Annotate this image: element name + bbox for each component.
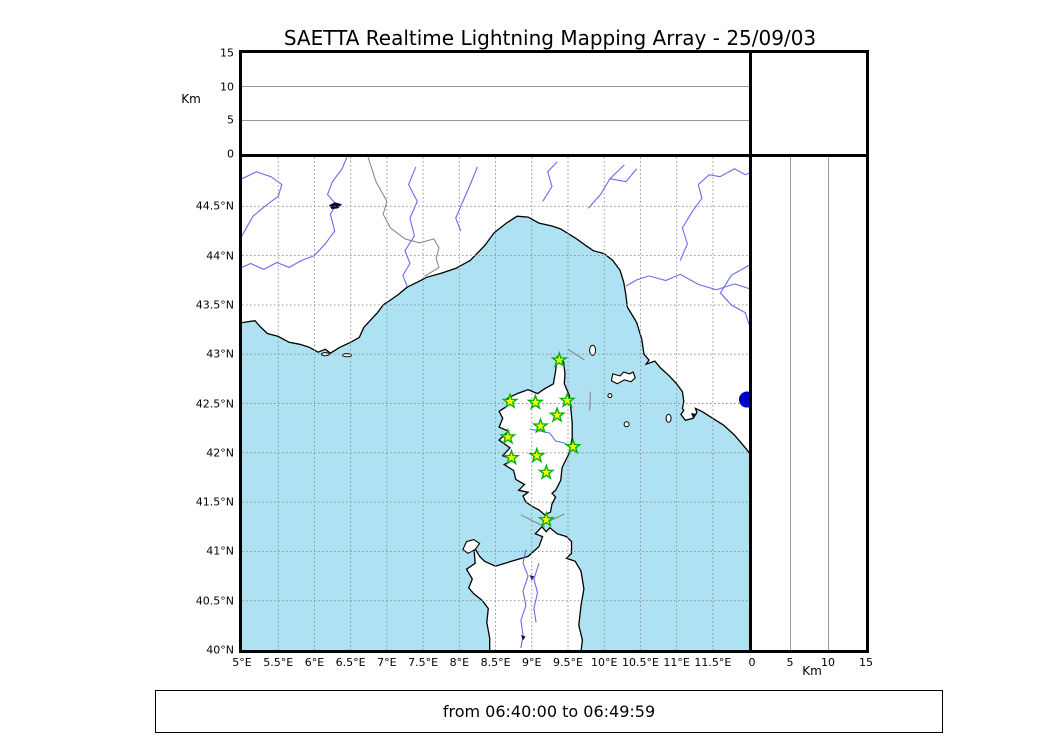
lma-station-marker [502, 448, 521, 466]
map-canvas [242, 157, 752, 650]
giglio-island [665, 413, 672, 423]
time-range-text: from 06:40:00 to 06:49:59 [442, 702, 656, 721]
lat-tick-label: 40°N [206, 643, 234, 657]
asinara-island [462, 539, 481, 555]
rivers [242, 157, 752, 649]
lma-station-marker [501, 392, 519, 409]
graticule-grid [242, 157, 752, 650]
map-panel [239, 154, 755, 653]
lat-tick-label: 41.5°N [195, 495, 234, 509]
lma-station-marker [558, 391, 576, 408]
lat-tick-label: 40.5°N [195, 594, 234, 608]
km-tick-label: 0 [748, 656, 756, 669]
km-gridline-5 [790, 157, 791, 650]
lon-tick-label: 9.5°E [553, 656, 583, 669]
lma-station-marker [537, 510, 555, 528]
hyeres-island-2 [342, 353, 352, 358]
lma-station-marker [526, 393, 545, 410]
lat-tick-label: 44°N [206, 249, 234, 263]
km-tick-label: 15 [859, 656, 873, 669]
lma-station-marker [548, 406, 566, 423]
altitude-tick-label: 5 [227, 113, 234, 127]
altitude-tick-label: 0 [227, 147, 234, 161]
altitude-latitude-panel [749, 154, 869, 653]
mainland-landmass [242, 157, 752, 457]
km-tick-label: 10 [821, 656, 835, 669]
lon-tick-label: 5.5°E [263, 656, 294, 669]
lon-tick-label: 5°E [232, 656, 252, 669]
lat-tick-label: 44.5°N [195, 199, 234, 213]
lma-station-marker [550, 350, 569, 368]
lon-tick-label: 9°E [522, 656, 542, 669]
lon-tick-label: 10°E [590, 656, 618, 669]
altitude-tick-label: 10 [220, 80, 234, 94]
mainland-coastline [242, 215, 752, 458]
elba-island [610, 371, 636, 385]
lon-tick-label: 7.5°E [408, 656, 439, 669]
lon-tick-label: 6.5°E [335, 656, 366, 669]
lma-station-marker [528, 446, 546, 464]
montecristo-island [623, 421, 630, 428]
lightning-source-marker [738, 391, 752, 408]
altitude-tick-label: 15 [220, 46, 234, 60]
lon-tick-label: 8.5°E [480, 656, 511, 669]
lat-tick-label: 42°N [206, 446, 234, 460]
page-title: SAETTA Realtime Lightning Mapping Array … [283, 26, 817, 50]
sardinia-island [465, 525, 585, 650]
capraia-island [589, 344, 597, 356]
lon-tick-label: 11°E [663, 656, 690, 669]
altitude-gridline-10km [242, 86, 752, 87]
lat-tick-label: 43.5°N [195, 298, 234, 312]
maritime-boundaries [520, 348, 591, 528]
corner-box [749, 50, 869, 157]
lakes [328, 202, 697, 641]
km-gridline-10 [828, 157, 829, 650]
km-axis-unit-label: Km [802, 664, 822, 678]
lon-tick-label: 7°E [377, 656, 397, 669]
altitude-gridline-5km [242, 120, 752, 121]
lightning-layer [738, 391, 752, 408]
lon-tick-label: 11.5°E [694, 656, 732, 669]
pianosa-island [607, 393, 613, 399]
lma-station-marker [537, 463, 555, 480]
lon-tick-label: 10.5°E [621, 656, 659, 669]
altitude-axis-unit-label: Km [181, 92, 201, 106]
altitude-longitude-panel [239, 50, 755, 157]
lma-station-marker [564, 437, 582, 455]
lat-tick-label: 42.5°N [195, 397, 234, 410]
lma-stations-layer [499, 350, 582, 528]
lon-tick-label: 6°E [304, 656, 325, 669]
hyeres-island-1 [320, 352, 330, 357]
lat-tick-label: 43°N [206, 347, 234, 361]
lma-station-marker [499, 427, 517, 445]
country-border [367, 157, 440, 277]
lma-station-marker [531, 417, 550, 434]
lon-tick-label: 8°E [449, 656, 470, 669]
lat-tick-label: 41°N [206, 544, 234, 558]
km-tick-label: 5 [786, 656, 794, 669]
status-bar: from 06:40:00 to 06:49:59 [155, 690, 943, 733]
